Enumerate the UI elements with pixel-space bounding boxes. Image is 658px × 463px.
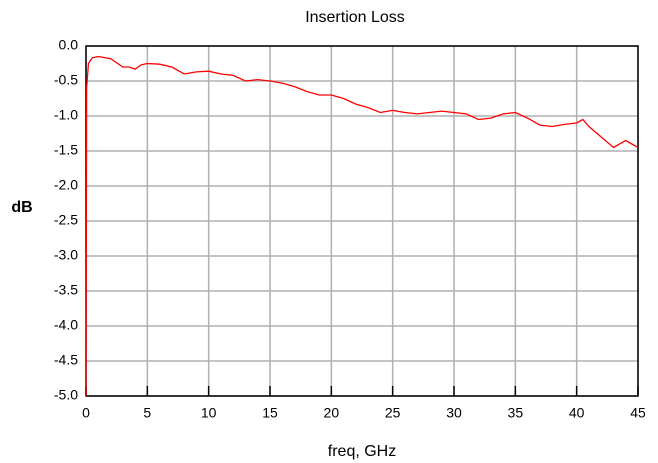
y-tick-label: -4.5 (54, 352, 78, 368)
y-tick-label: -4.0 (54, 317, 78, 333)
y-tick-label: -1.5 (54, 142, 78, 158)
x-tick-label: 30 (446, 405, 462, 421)
x-tick-label: 20 (324, 405, 340, 421)
data-line (85, 55, 639, 397)
y-tick-label: -1.0 (54, 107, 78, 123)
y-tick-label: -2.0 (54, 177, 78, 193)
chart-title: Insertion Loss (305, 9, 405, 26)
x-tick-label: 45 (630, 405, 646, 421)
x-tick-label: 35 (508, 405, 524, 421)
y-tick-label: -0.5 (54, 72, 78, 88)
y-tick-label: -5.0 (54, 387, 78, 403)
y-tick-label: -2.5 (54, 212, 78, 228)
x-tick-label: 5 (143, 405, 151, 421)
x-tick-label: 25 (385, 405, 401, 421)
x-axis-label: freq, GHz (328, 443, 396, 460)
y-tick-label: 0.0 (59, 37, 79, 53)
y-tick-label: -3.5 (54, 282, 78, 298)
y-axis-label: dB (11, 199, 32, 216)
x-tick-label: 10 (201, 405, 217, 421)
y-tick-label: -3.0 (54, 247, 78, 263)
x-tick-label: 15 (262, 405, 278, 421)
x-tick-label: 0 (82, 405, 90, 421)
x-tick-label: 40 (569, 405, 585, 421)
